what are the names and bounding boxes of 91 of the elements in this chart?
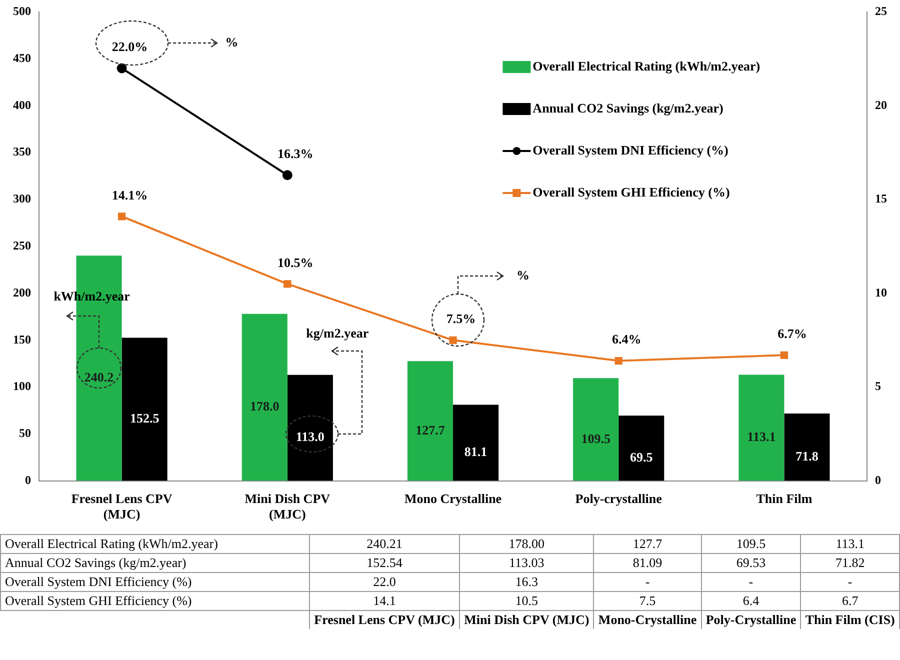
y-tick-label: 450 — [13, 50, 31, 65]
data-label: 22.0% — [112, 39, 148, 54]
y-tick-label: 100 — [13, 379, 31, 394]
bar — [242, 314, 288, 481]
text: 22.0 — [310, 572, 460, 592]
text: 10.5 — [460, 592, 594, 610]
point — [116, 63, 127, 74]
y-tick-label: 400 — [13, 98, 31, 112]
text: 127.7 — [594, 534, 702, 554]
y2-tick-label: 20 — [875, 98, 887, 112]
data-label: 6.4% — [612, 332, 642, 347]
data-label: 127.7 — [416, 422, 446, 438]
y-tick-label: 150 — [13, 332, 31, 346]
y-tick-label: 350 — [13, 144, 31, 159]
bar — [287, 374, 333, 481]
data-label: 152.5 — [130, 410, 160, 426]
text: 16.3 — [460, 572, 594, 592]
legend-label: Overall System GHI Efficiency (%) — [532, 184, 730, 200]
y2-tick-label: 25 — [875, 4, 887, 18]
bar — [407, 361, 453, 481]
text: 6.4 — [701, 592, 801, 610]
text: Mini Dish CPV (MJC) — [460, 610, 594, 629]
y-tick-label: 0 — [25, 472, 31, 487]
legend-label: Annual CO2 Savings (kg/m2.year) — [532, 100, 724, 116]
text: Fresnel Lens CPV (MJC) — [310, 610, 460, 629]
text: 178.00 — [460, 534, 594, 554]
text: 6.7 — [800, 592, 900, 610]
x-tick-label: Fresnel Lens CPV (MJC) — [71, 490, 173, 522]
data-label: 14.1% — [112, 187, 148, 202]
x-tick-label: Mini Dish CPV (MJC) — [244, 490, 331, 522]
y2-tick-label: 5 — [875, 379, 881, 394]
text: 113.1 — [800, 534, 900, 554]
text: Overall System DNI Efficiency (%) — [0, 572, 310, 592]
annotation: % — [225, 34, 238, 50]
annotation: % — [516, 268, 530, 283]
bar — [453, 404, 499, 481]
text: Overall System GHI Efficiency (%) — [0, 592, 310, 610]
point — [614, 356, 622, 365]
data-label: 16.3% — [278, 146, 314, 161]
data-label: 113.1 — [747, 429, 776, 444]
data-label: 69.5 — [630, 450, 654, 465]
y-tick-label: 200 — [13, 285, 31, 300]
bar — [738, 374, 784, 481]
point — [449, 336, 457, 344]
text: Overall Electrical Rating (kWh/m2.year) — [0, 534, 310, 554]
bar — [784, 413, 830, 481]
text: 113.03 — [460, 554, 594, 572]
text: 69.53 — [701, 554, 801, 572]
text: - — [701, 572, 801, 592]
y-tick-label: 500 — [13, 4, 31, 18]
y-tick-label: 300 — [13, 192, 31, 206]
data-label: 10.5% — [278, 254, 314, 270]
data-label: 6.7% — [778, 326, 807, 342]
data-label: 178.0 — [250, 398, 280, 414]
data-label: 113.0 — [296, 429, 324, 444]
x-tick-label: Mono Crystalline — [404, 490, 502, 506]
text: Poly-Crystalline — [701, 610, 801, 629]
data-label: 7.5% — [446, 311, 476, 326]
text: Mono-Crystalline — [594, 610, 702, 629]
data-label: 81.1 — [464, 444, 488, 460]
data-label: 240.2 — [84, 370, 114, 385]
bar — [573, 378, 619, 481]
text: - — [800, 572, 900, 592]
text: 81.09 — [594, 554, 702, 572]
text: 71.82 — [800, 554, 900, 572]
text: Annual CO2 Savings (kg/m2.year) — [0, 554, 310, 572]
bar — [618, 416, 664, 481]
text: Thin Film (CIS) — [800, 610, 900, 629]
x-tick-label: Thin Film — [756, 490, 812, 506]
text: 240.21 — [310, 534, 460, 554]
point — [282, 170, 292, 180]
data-label: 109.5 — [581, 430, 611, 446]
annotation: kg/m2.year — [306, 325, 369, 340]
y2-tick-label: 15 — [875, 192, 887, 206]
y2-tick-label: 0 — [875, 472, 881, 487]
point — [118, 212, 126, 220]
point — [284, 280, 292, 288]
text: 14.1 — [310, 592, 460, 610]
y-tick-label: 250 — [13, 238, 31, 252]
y2-tick-label: 10 — [875, 285, 887, 300]
text: 7.5 — [594, 592, 702, 610]
point — [780, 351, 788, 359]
legend-label: Overall System DNI Efficiency (%) — [532, 142, 728, 158]
legend-label: Overall Electrical Rating (kWh/m2.year) — [532, 58, 760, 74]
data-label: 71.8 — [796, 448, 819, 464]
text: - — [594, 572, 702, 592]
y-tick-label: 50 — [19, 426, 31, 440]
x-tick-label: Poly-crystalline — [575, 490, 662, 506]
text: 109.5 — [701, 534, 801, 554]
text: 152.54 — [310, 554, 460, 572]
bar — [122, 338, 168, 481]
